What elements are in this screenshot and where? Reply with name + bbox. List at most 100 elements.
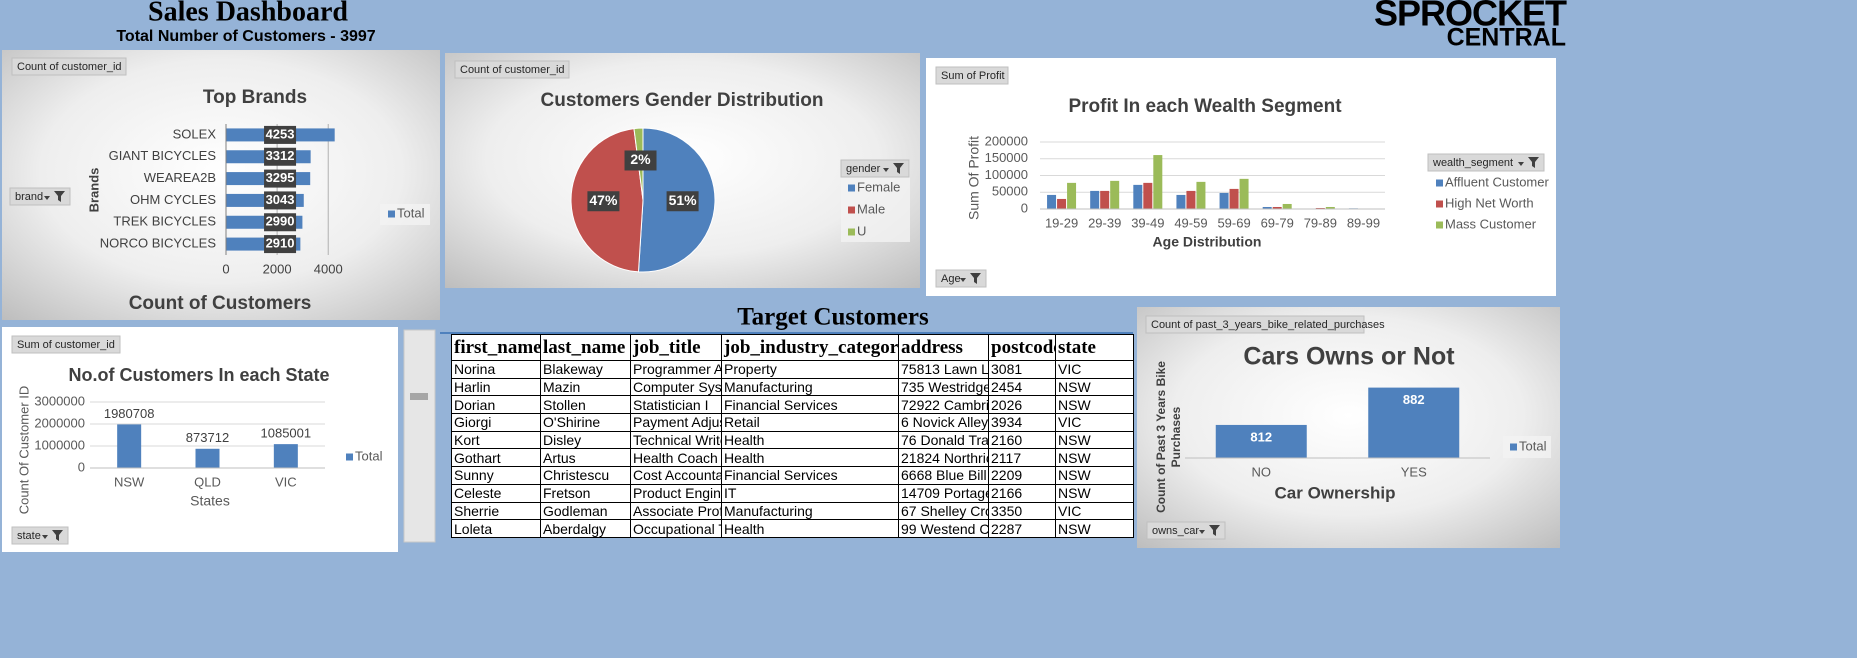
x-axis-label: States <box>190 493 230 509</box>
table-cell: Fretson <box>540 483 631 503</box>
table-cell: 76 Donald Trai <box>898 430 989 450</box>
y-axis-label: Count Of Customer ID <box>16 386 31 515</box>
legend-box <box>380 204 430 225</box>
y-tick-label: NORCO BICYCLES <box>100 236 217 251</box>
table-cell: NSW <box>1055 395 1134 415</box>
table-cell: Christescu <box>540 466 631 485</box>
chart-title: Customers Gender Distribution <box>541 90 824 111</box>
column-header: address <box>898 334 989 361</box>
button-label: gender <box>846 163 881 175</box>
button-label: owns_car <box>1152 525 1199 537</box>
filter-button[interactable] <box>840 159 910 178</box>
filter-button[interactable] <box>1427 153 1545 172</box>
bar <box>1262 206 1272 209</box>
slicer-thumb[interactable] <box>410 393 428 400</box>
filter-button[interactable] <box>1146 521 1226 540</box>
table-cell: Stollen <box>540 395 631 415</box>
table-cell: Harlin <box>451 377 541 397</box>
x-axis-label: Age Distribution <box>1153 234 1262 250</box>
table-cell: Sunny <box>451 466 541 485</box>
table-row: Sherrie Godleman Associate Prof Manufacturi… <box>451 501 1134 521</box>
dropdown-icon <box>1199 530 1205 534</box>
y-tick-label: 0 <box>1021 200 1028 215</box>
table-cell: 14709 Portage <box>898 483 989 503</box>
y-tick-label: SOLEX <box>173 126 217 141</box>
funnel-icon <box>893 163 904 174</box>
table-cell: 21824 Northric <box>898 448 989 468</box>
field-button[interactable] <box>11 57 127 76</box>
bar <box>1282 203 1292 209</box>
bar <box>1229 188 1239 209</box>
bar <box>1215 424 1307 458</box>
column-header: first_name <box>451 334 541 361</box>
table-cell: Godleman <box>540 501 631 521</box>
table-cell: NSW <box>1055 377 1134 397</box>
field-button[interactable] <box>935 66 1009 85</box>
y-tick-label: OHM CYCLES <box>130 192 216 207</box>
button-label: state <box>17 530 41 542</box>
data-label-box <box>666 191 699 212</box>
bar <box>1110 180 1120 209</box>
table-row: Gothart Artus Health Coach I Health 21824 No… <box>451 448 1134 468</box>
table-cell: 735 Westridge <box>898 377 989 397</box>
funnel-icon <box>1209 525 1220 536</box>
table-cell: 2117 <box>988 448 1056 468</box>
dropdown-icon <box>960 278 966 282</box>
table-cell: Blakeway <box>540 360 631 379</box>
data-label-box <box>264 147 297 166</box>
table-cell: Statistician I <box>630 395 722 415</box>
table-cell: Cost Accountan <box>630 466 722 485</box>
y-tick-label: TREK BICYCLES <box>113 214 216 229</box>
field-button[interactable] <box>454 60 570 79</box>
field-button[interactable] <box>11 335 121 354</box>
table-cell: Giorgi <box>451 413 541 432</box>
data-label-box <box>264 125 297 144</box>
bar <box>1153 155 1163 209</box>
bar <box>195 448 220 468</box>
data-label: 4253 <box>266 126 295 141</box>
legend-label: Affluent Customer <box>1445 174 1549 189</box>
table-cell: 2026 <box>988 395 1056 415</box>
table-cell: Payment Adjus <box>630 413 722 432</box>
table-cell: 2454 <box>988 377 1056 397</box>
column-header: job_title <box>630 334 722 361</box>
table-cell: Health <box>721 519 899 538</box>
bar <box>1186 190 1196 209</box>
table-cell: Sherrie <box>451 501 541 521</box>
x-tick-label: NO <box>1252 464 1272 479</box>
chart-title: No.of Customers In each State <box>68 365 329 385</box>
field-button[interactable] <box>1145 315 1365 334</box>
table-cell: 3081 <box>988 360 1056 379</box>
y-axis-label: Purchases <box>1169 406 1183 467</box>
logo: CENTRAL <box>1447 24 1566 52</box>
data-label: 882 <box>1403 392 1425 407</box>
table-row: Sunny Christescu Cost Accountan Financial S… <box>451 466 1134 485</box>
y-tick-label: WEAREA2B <box>144 170 216 185</box>
x-tick-label: 79-89 <box>1304 215 1337 230</box>
column-header: job_industry_category <box>721 334 899 361</box>
y-tick-label: 50000 <box>992 184 1028 199</box>
table-body: Norina Blakeway Programmer A Property 75813 … <box>451 360 1134 538</box>
column-header: postcode <box>988 334 1056 361</box>
dropdown-icon <box>883 168 889 172</box>
table-cell: 75813 Lawn La <box>898 360 989 379</box>
bar <box>1176 194 1186 209</box>
slicer[interactable] <box>403 329 436 543</box>
dropdown-icon <box>44 196 50 200</box>
header-row: first_name last_name job_title job_industry… <box>451 334 1134 361</box>
table-cell: NSW <box>1055 430 1134 450</box>
table-row: Norina Blakeway Programmer A Property 75813 … <box>451 360 1134 379</box>
table-cell: Gothart <box>451 448 541 468</box>
table-cell: NSW <box>1055 519 1134 538</box>
y-axis-label: Brands <box>86 168 101 213</box>
table-row: Loleta Aberdalgy Occupational T Health 99 We… <box>451 519 1134 538</box>
x-axis-label: Count of Customers <box>129 293 312 314</box>
chart-title: Profit In each Wealth Segment <box>1068 96 1342 117</box>
table-cell: Financial Services <box>721 466 899 485</box>
button-label: Sum of Profit <box>941 70 1005 82</box>
x-tick-label: 49-59 <box>1174 215 1207 230</box>
table-cell: Artus <box>540 448 631 468</box>
table-row: Harlin Mazin Computer Syst Manufacturing 735… <box>451 377 1134 397</box>
legend-box <box>1503 436 1551 458</box>
table-cell: Kort <box>451 430 541 450</box>
